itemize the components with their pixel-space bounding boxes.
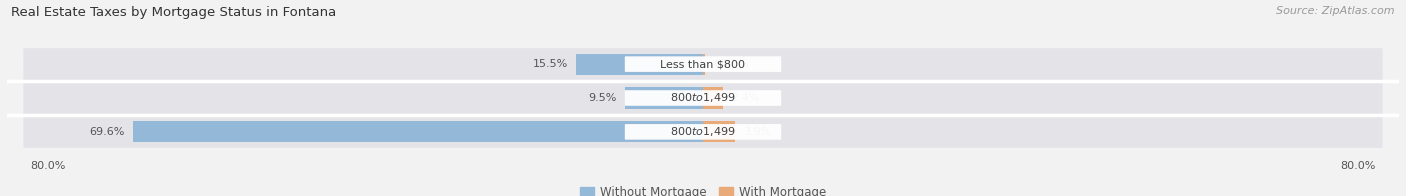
Text: Source: ZipAtlas.com: Source: ZipAtlas.com [1277,6,1395,16]
FancyBboxPatch shape [624,90,782,106]
Text: Real Estate Taxes by Mortgage Status in Fontana: Real Estate Taxes by Mortgage Status in … [11,6,336,19]
FancyBboxPatch shape [624,124,782,140]
Legend: Without Mortgage, With Mortgage: Without Mortgage, With Mortgage [575,182,831,196]
FancyBboxPatch shape [24,82,1382,114]
Text: 15.5%: 15.5% [533,59,568,69]
Bar [626,87,703,109]
Text: 0.21%: 0.21% [713,59,748,69]
Bar [576,54,703,75]
Text: 9.5%: 9.5% [589,93,617,103]
FancyBboxPatch shape [624,56,782,72]
Text: $800 to $1,499: $800 to $1,499 [671,125,735,138]
Bar [703,121,735,142]
Text: $800 to $1,499: $800 to $1,499 [671,92,735,104]
FancyBboxPatch shape [24,116,1382,148]
Text: Less than $800: Less than $800 [661,59,745,69]
FancyBboxPatch shape [24,48,1382,80]
Bar [703,54,704,75]
Bar [134,121,703,142]
Text: 3.9%: 3.9% [744,127,772,137]
Bar [703,87,723,109]
Text: 2.4%: 2.4% [731,93,759,103]
Text: 69.6%: 69.6% [90,127,125,137]
